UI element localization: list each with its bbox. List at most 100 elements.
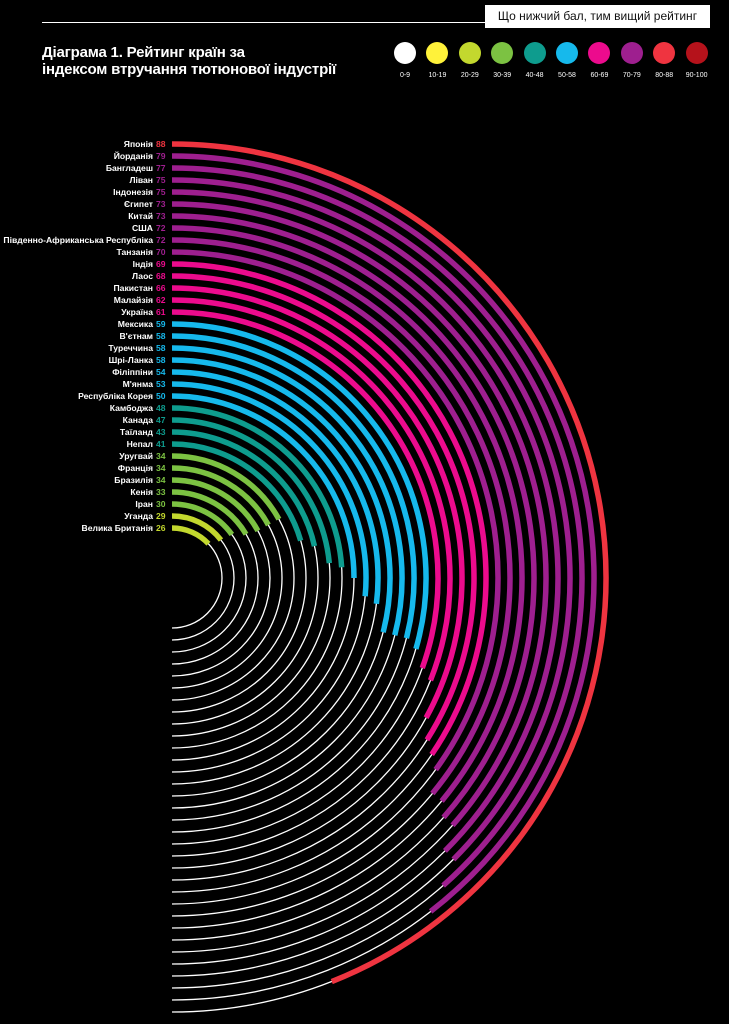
score-bar (171, 525, 211, 546)
country-label: Єгипет (124, 199, 153, 209)
country-label: Філіппіни (112, 367, 153, 377)
score-label: 47 (156, 415, 166, 425)
chart-title: Діаграма 1. Рейтинг країн за індексом вт… (42, 44, 342, 78)
score-bar (171, 141, 609, 985)
country-label: М'янма (123, 379, 154, 389)
score-bar (171, 237, 513, 796)
score-label: 34 (156, 463, 166, 473)
country-label: Мексика (118, 319, 153, 329)
country-label: Танзанія (116, 247, 153, 257)
score-bar (171, 345, 405, 636)
score-bar (171, 513, 224, 542)
country-label: Туреччина (108, 343, 153, 353)
country-label: Йорданія (114, 150, 153, 161)
score-bar (171, 309, 441, 670)
score-bar (171, 381, 369, 597)
legend-swatch (620, 42, 643, 64)
legend-label: 70-79 (622, 72, 641, 79)
country-label: Камбоджа (110, 403, 153, 413)
score-label: 48 (156, 403, 166, 413)
track-ring (171, 383, 367, 773)
country-label: Японія (124, 139, 153, 149)
country-label: Канада (123, 415, 154, 425)
legend-item: 80-88 (648, 42, 680, 79)
scoring-note: Що нижчий бал, тим вищий рейтинг (485, 5, 710, 28)
score-label: 73 (156, 199, 166, 209)
score-label: 77 (156, 163, 166, 173)
country-label: Франція (118, 463, 153, 473)
country-label: Уругвай (119, 451, 153, 461)
score-bar (171, 153, 597, 914)
country-label: США (132, 223, 153, 233)
legend-item: 70-79 (616, 42, 648, 79)
score-bar (171, 273, 477, 742)
legend-label: 30-39 (493, 72, 512, 79)
score-bar (171, 249, 501, 772)
legend-label: 50-58 (558, 72, 576, 79)
legend-label: 0-9 (399, 72, 411, 79)
score-label: 54 (156, 367, 166, 377)
country-label: Україна (121, 307, 153, 317)
score-bar (171, 225, 525, 803)
score-bar (171, 285, 465, 720)
legend-swatch (653, 42, 676, 64)
country-label: Іран (135, 499, 153, 509)
legend-swatch (523, 42, 546, 64)
score-bar (171, 333, 417, 639)
score-label: 72 (156, 223, 166, 233)
chart-title-line-2: індексом втручання тютюнової індустрії (42, 61, 337, 78)
country-label: Південно-Африканська Республіка (3, 235, 153, 245)
country-label: Велика Британія (82, 523, 154, 533)
track-ring (171, 515, 235, 641)
country-label: Індія (133, 259, 153, 269)
score-bar (171, 321, 429, 650)
score-bar (171, 369, 381, 605)
country-label: Таїланд (120, 427, 154, 437)
country-label: Шрі-Ланка (109, 355, 154, 365)
legend-label: 60-69 (590, 72, 609, 79)
score-label: 75 (156, 175, 166, 185)
legend-item: 30-39 (486, 42, 518, 79)
score-bar (171, 453, 282, 521)
legend-swatch (491, 42, 514, 64)
legend-swatch (458, 42, 481, 64)
score-label: 58 (156, 343, 166, 353)
score-label: 75 (156, 187, 166, 197)
legend-swatch (588, 42, 611, 64)
score-label: 62 (156, 295, 166, 305)
score-bar (171, 489, 249, 536)
legend-label: 40-48 (525, 72, 544, 79)
legend-label: 20-29 (460, 72, 479, 79)
score-bar (171, 201, 549, 828)
score-bar (171, 441, 304, 542)
country-label: Уганда (124, 511, 153, 521)
score-label: 72 (156, 235, 166, 245)
score-label: 66 (156, 283, 166, 293)
score-label: 61 (156, 307, 166, 317)
legend-item: 10-19 (421, 42, 453, 79)
legend-swatch (394, 42, 416, 64)
score-label: 29 (156, 511, 166, 521)
score-label: 34 (156, 475, 166, 485)
country-label: В'єтнам (119, 331, 153, 341)
legend-label: 80-88 (655, 72, 674, 79)
country-label: Лаос (132, 271, 153, 281)
legend-item: 0-9 (389, 42, 421, 79)
score-label: 58 (156, 331, 166, 341)
score-label: 69 (156, 259, 166, 269)
legend-item: 20-29 (454, 42, 486, 79)
legend-item: 90-100 (681, 42, 713, 79)
score-bar (171, 465, 271, 527)
country-label: Республіка Корея (78, 391, 153, 401)
score-bar (171, 177, 573, 862)
score-bar (171, 165, 585, 888)
country-label: Кенія (130, 487, 153, 497)
legend-item: 50-58 (551, 42, 583, 79)
score-label: 43 (156, 427, 166, 437)
legend-swatch (556, 42, 578, 64)
legend-item: 60-69 (583, 42, 615, 79)
country-label: Малайзія (114, 295, 153, 305)
score-bar (171, 501, 235, 537)
score-label: 33 (156, 487, 166, 497)
